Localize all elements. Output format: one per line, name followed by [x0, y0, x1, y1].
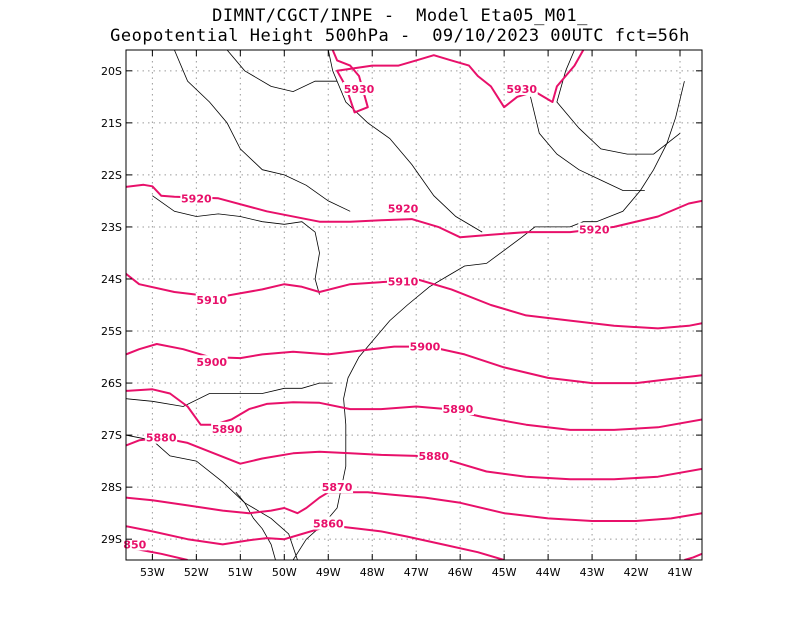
y-axis: 20S 21S 22S 23S 24S 25S 26S 27S 28S 29S	[101, 65, 702, 546]
contour-label-bg	[145, 430, 178, 444]
contour-line-5890	[126, 388, 702, 431]
contour-label: 5870	[322, 481, 353, 494]
contour-label: 5890	[212, 423, 243, 436]
contour-label: 5920	[181, 192, 212, 205]
contour-label-bg	[441, 402, 474, 416]
contour-label: 5930	[506, 83, 537, 96]
x-tick-label: 44W	[536, 566, 561, 579]
contour-label: 5910	[196, 294, 227, 307]
coastline-border	[327, 50, 483, 233]
y-tick-label: 21S	[101, 117, 122, 130]
x-tick-label: 50W	[272, 566, 297, 579]
contour-label-bg	[312, 516, 345, 530]
x-tick-label: 46W	[448, 566, 473, 579]
contour-label-bg	[387, 201, 420, 215]
contour-label-bg	[180, 191, 213, 205]
contour-line-5930	[331, 50, 585, 114]
contour-label: 5860	[313, 518, 344, 531]
y-tick-label: 20S	[101, 65, 122, 78]
x-tick-label: 51W	[228, 566, 253, 579]
contour-labels: 5930 5930 5920 5920 5920 5910 5910 5900 5900 5890…	[122, 82, 611, 551]
contour-line-5860	[126, 525, 505, 560]
x-tick-label: 41W	[668, 566, 693, 579]
x-tick-label: 52W	[184, 566, 209, 579]
coastline-border	[292, 81, 685, 560]
y-tick-label: 23S	[101, 221, 122, 234]
contour-label: 5930	[344, 83, 375, 96]
coastline-border	[126, 434, 298, 560]
contour-label: 5910	[388, 276, 419, 289]
contour-label: 5880	[146, 432, 177, 445]
contour-label-bg	[408, 339, 441, 353]
x-tick-label: 48W	[360, 566, 385, 579]
contour-label: 5880	[418, 450, 449, 463]
y-tick-label: 27S	[101, 429, 122, 442]
coastline-border	[126, 382, 333, 407]
coastline-border	[556, 50, 681, 155]
coastline-border	[235, 492, 276, 560]
contour-line-5880	[126, 436, 702, 481]
contour-label: 5920	[388, 203, 419, 216]
contour-lines	[126, 50, 702, 560]
contour-label-bg	[417, 448, 450, 462]
y-tick-label: 24S	[101, 273, 122, 286]
x-tick-label: 49W	[316, 566, 341, 579]
y-tick-label: 28S	[101, 481, 122, 494]
contour-label: 5900	[196, 356, 227, 369]
x-tick-label: 42W	[624, 566, 649, 579]
coastline-border	[530, 96, 645, 191]
contour-label-bg	[578, 222, 611, 236]
plot-frame	[125, 49, 703, 561]
contour-label: 850	[123, 538, 146, 551]
coastline-border	[174, 50, 351, 212]
y-tick-label: 25S	[101, 325, 122, 338]
contour-label-bg	[343, 82, 376, 96]
contour-label-bg	[211, 421, 244, 435]
contour-label: 5890	[443, 403, 474, 416]
chart-title-line1: DIMNT/CGCT/INPE - Model Eta05_M01_	[212, 6, 588, 26]
contour-line-5850	[684, 552, 702, 560]
x-tick-label: 45W	[492, 566, 517, 579]
coastline-border	[226, 50, 338, 93]
contour-line-5900	[126, 343, 702, 385]
contour-line-5870	[126, 491, 702, 522]
contour-label-bg	[321, 480, 354, 494]
contour-label-bg	[505, 82, 538, 96]
x-tick-label: 43W	[580, 566, 605, 579]
contour-label: 5900	[410, 341, 441, 354]
coastlines	[126, 50, 685, 560]
y-tick-label: 29S	[101, 533, 122, 546]
x-axis: 53W 52W 51W 50W 49W 48W 47W 46W 45W 44W 43W 42W 41W	[140, 50, 693, 579]
y-tick-label: 22S	[101, 169, 122, 182]
chart-title-line2: Geopotential Height 500hPa - 09/10/2023 …	[110, 26, 690, 46]
x-tick-label: 53W	[140, 566, 165, 579]
coastline-border	[152, 195, 320, 295]
x-tick-label: 47W	[404, 566, 429, 579]
y-tick-label: 26S	[101, 377, 122, 390]
contour-label: 5920	[579, 224, 610, 237]
contour-label-bg	[195, 292, 228, 306]
contour-label-bg	[195, 355, 228, 369]
contour-label-bg	[122, 537, 148, 551]
contour-label-bg	[387, 274, 420, 288]
